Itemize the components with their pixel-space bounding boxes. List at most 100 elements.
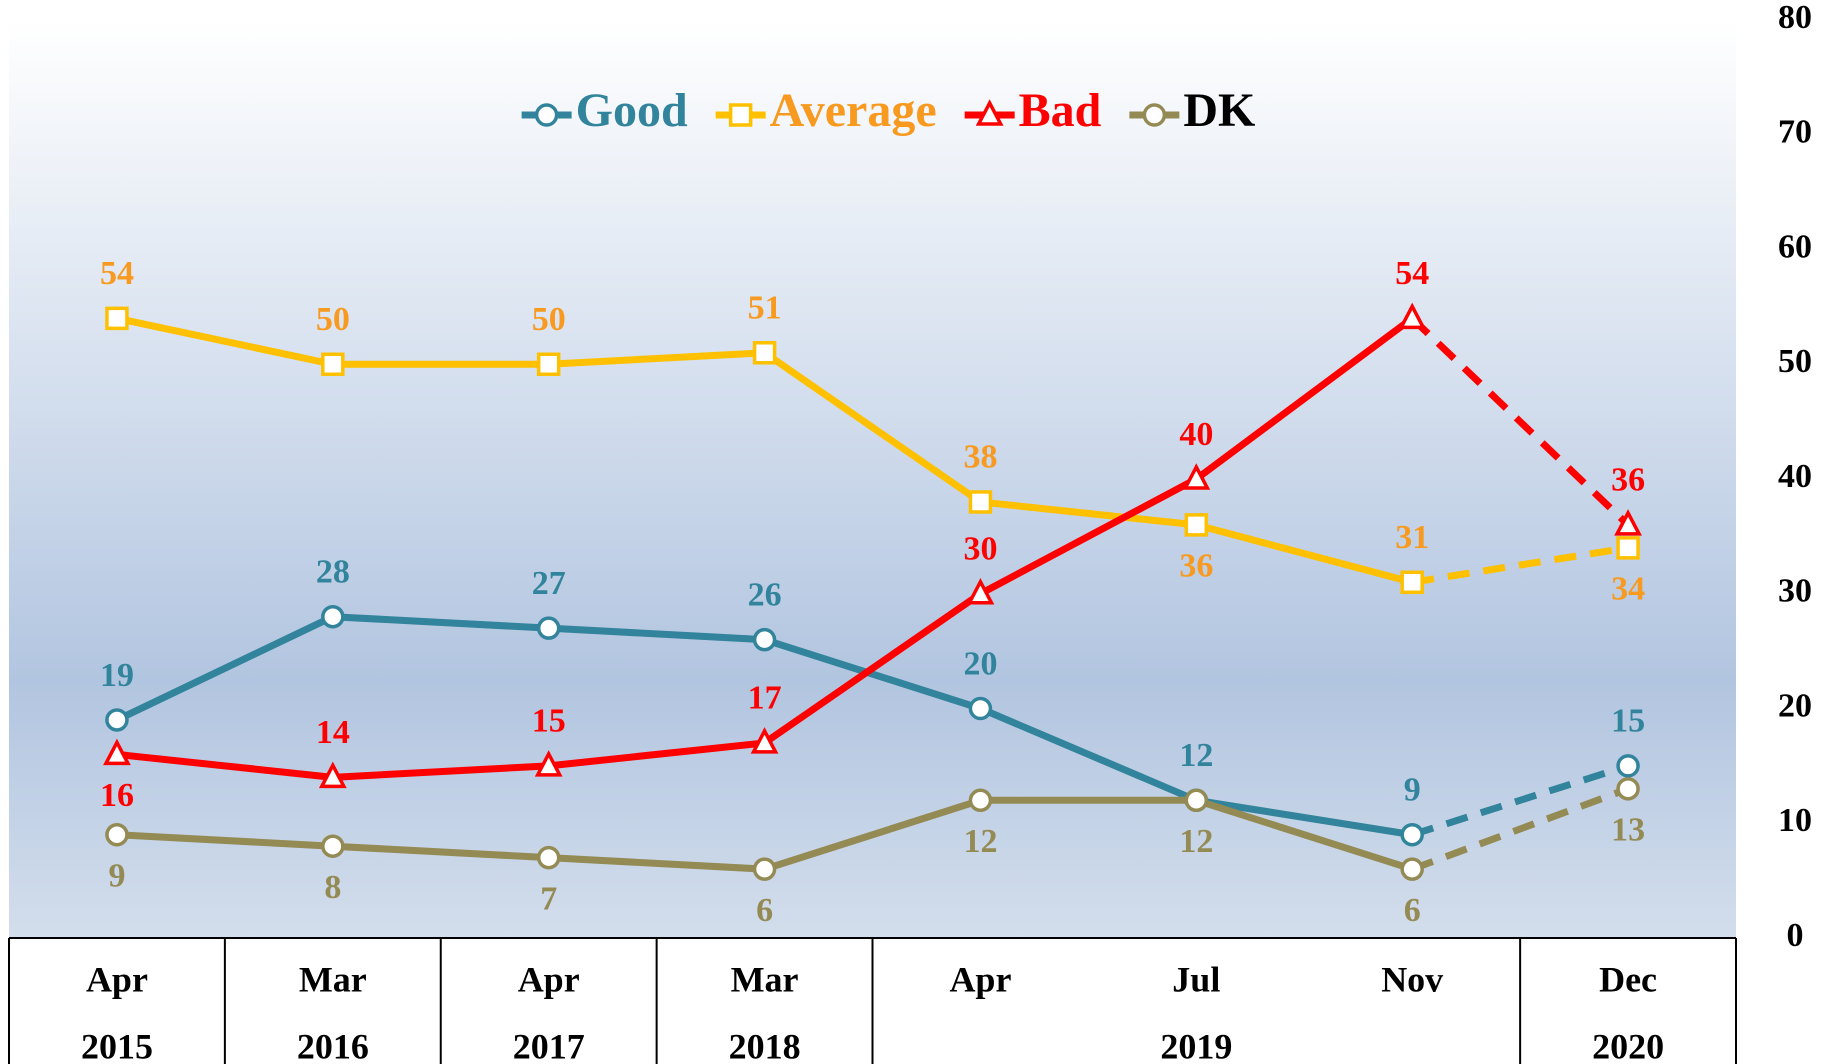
marker — [1398, 302, 1427, 330]
data-label: 17 — [748, 680, 782, 717]
plot-background — [9, 20, 1736, 938]
legend-marker — [728, 103, 753, 127]
marker — [1616, 536, 1640, 560]
series-line-dashed — [1410, 785, 1630, 873]
data-label: 36 — [1179, 548, 1213, 585]
marker — [752, 627, 777, 652]
marker — [536, 845, 561, 870]
x-tick-label: Mar — [299, 959, 367, 999]
x-tick-label: Mar — [731, 959, 799, 999]
legend-marker — [1142, 103, 1167, 127]
data-label: 6 — [1404, 892, 1421, 929]
marker — [968, 788, 993, 813]
data-label: 40 — [1179, 416, 1213, 453]
y-tick-label: 40 — [1778, 458, 1812, 495]
data-label: 50 — [532, 301, 566, 338]
marker — [1184, 513, 1209, 537]
data-label: 14 — [316, 714, 350, 751]
marker — [968, 490, 993, 514]
data-label: 28 — [316, 553, 350, 590]
data-label: 54 — [1395, 255, 1429, 292]
data-label: 36 — [1611, 462, 1645, 499]
marker — [321, 604, 345, 629]
x-tick-label: Apr — [518, 959, 580, 999]
marker — [105, 306, 129, 331]
marker — [536, 616, 561, 640]
marker — [1400, 857, 1424, 881]
marker — [752, 857, 777, 881]
x-tick-label: Apr — [86, 959, 148, 999]
y-tick-label: 0 — [1787, 917, 1804, 954]
marker — [321, 834, 345, 858]
x-tick-label: Nov — [1381, 959, 1443, 999]
x-group-label: 2017 — [513, 1026, 585, 1064]
legend-label: DK — [1183, 84, 1255, 137]
marker — [968, 696, 993, 721]
data-label: 8 — [324, 869, 341, 906]
legend-marker — [534, 103, 559, 127]
x-group-label: 2016 — [297, 1026, 369, 1064]
series-line-dashed — [1409, 315, 1631, 528]
x-group-label: 2018 — [729, 1026, 801, 1064]
data-label: 19 — [100, 657, 134, 694]
x-group-label: 2020 — [1592, 1026, 1664, 1064]
marker — [1616, 777, 1640, 801]
data-label: 31 — [1395, 519, 1429, 556]
data-label: 51 — [748, 290, 782, 327]
data-label: 9 — [108, 858, 125, 895]
marker — [1400, 822, 1424, 847]
marker — [105, 708, 129, 732]
legend: Good Average Bad DK — [521, 84, 1255, 137]
data-label: 20 — [963, 645, 997, 682]
marker — [105, 822, 129, 847]
marker — [321, 352, 345, 376]
marker — [752, 341, 777, 365]
y-tick-label: 80 — [1778, 0, 1812, 36]
data-label: 38 — [963, 439, 997, 476]
legend-marker — [975, 99, 1004, 126]
data-label: 16 — [100, 777, 134, 814]
data-label: 15 — [1611, 703, 1645, 740]
data-label: 15 — [532, 703, 566, 740]
data-label: 27 — [532, 565, 566, 602]
legend-label: Average — [770, 84, 937, 137]
y-tick-label: 20 — [1778, 687, 1812, 724]
data-label: 7 — [540, 880, 557, 917]
data-label: 26 — [748, 576, 782, 613]
marker — [1400, 570, 1424, 595]
marker — [534, 750, 563, 777]
series-line-dashed — [1411, 544, 1629, 586]
data-label: 54 — [100, 255, 134, 292]
y-tick-label: 70 — [1778, 114, 1812, 151]
legend-label: Good — [576, 84, 688, 137]
marker — [1614, 509, 1642, 536]
data-label: 12 — [963, 823, 997, 860]
y-tick-label: 60 — [1778, 228, 1812, 265]
data-label: 34 — [1611, 571, 1645, 608]
data-label: 50 — [316, 301, 350, 338]
data-label: 12 — [1179, 737, 1213, 774]
y-tick-label: 10 — [1778, 802, 1812, 839]
marker — [103, 738, 131, 766]
marker — [1184, 788, 1209, 813]
marker — [1182, 463, 1211, 490]
marker — [318, 761, 347, 789]
marker — [966, 577, 995, 605]
data-label: 9 — [1404, 772, 1421, 809]
legend-label: Bad — [1019, 84, 1102, 137]
marker — [1616, 754, 1640, 778]
data-label: 6 — [756, 892, 773, 929]
data-label: 30 — [963, 531, 997, 568]
x-tick-label: Jul — [1172, 959, 1220, 999]
x-group-label: 2015 — [81, 1026, 153, 1064]
marker — [536, 352, 561, 376]
series-line-dashed — [1411, 762, 1630, 839]
data-label: 13 — [1611, 812, 1645, 849]
x-tick-label: Dec — [1599, 959, 1657, 999]
y-tick-label: 50 — [1778, 343, 1812, 380]
marker — [750, 727, 779, 754]
x-group-label: 2019 — [1160, 1026, 1232, 1064]
x-tick-label: Apr — [949, 959, 1011, 999]
y-tick-label: 30 — [1778, 573, 1812, 610]
